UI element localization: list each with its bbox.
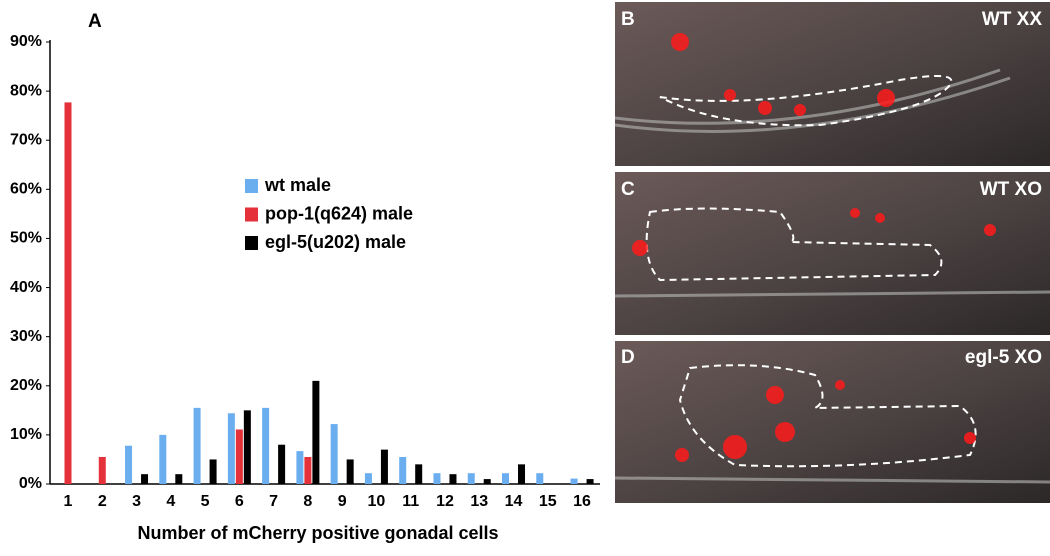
cuticle bbox=[614, 290, 1050, 484]
bar bbox=[433, 473, 441, 484]
legend-swatch bbox=[245, 236, 258, 250]
x-tick-label: 14 bbox=[505, 493, 523, 510]
panel-label: A bbox=[88, 11, 102, 32]
y-tick-label: 40% bbox=[10, 279, 42, 296]
bar bbox=[449, 474, 457, 484]
micrograph-b bbox=[615, 2, 1050, 166]
bar bbox=[330, 424, 338, 484]
micrograph-c bbox=[615, 172, 1050, 335]
bar bbox=[346, 459, 354, 484]
y-tick-label: 90% bbox=[10, 33, 42, 50]
bar bbox=[175, 474, 183, 484]
bar bbox=[278, 444, 286, 484]
x-tick-label: 16 bbox=[573, 493, 591, 510]
panel-label: C bbox=[621, 179, 635, 200]
bar bbox=[399, 456, 407, 484]
x-tick-label: 3 bbox=[132, 493, 141, 510]
legend-label: egl-5(u202) male bbox=[265, 232, 406, 252]
x-tick-label: 6 bbox=[235, 493, 244, 510]
legend-label: pop-1(q624) male bbox=[265, 203, 413, 223]
bar bbox=[141, 474, 149, 484]
bar bbox=[296, 451, 304, 484]
panel-caption: WT XO bbox=[980, 179, 1042, 200]
bar bbox=[364, 473, 372, 484]
legend-swatch bbox=[245, 207, 258, 222]
bar bbox=[380, 449, 388, 484]
bar bbox=[304, 456, 312, 484]
x-tick-label: 13 bbox=[470, 493, 488, 510]
bar bbox=[159, 434, 167, 484]
bar bbox=[227, 413, 235, 484]
y-tick-label: 10% bbox=[10, 426, 42, 443]
y-tick-label: 50% bbox=[10, 230, 42, 247]
bar bbox=[586, 479, 594, 484]
bar bbox=[483, 479, 491, 484]
panel-caption: WT XX bbox=[982, 9, 1042, 30]
bar bbox=[235, 429, 243, 484]
x-tick-label: 12 bbox=[436, 493, 454, 510]
y-tick-label: 30% bbox=[10, 328, 42, 345]
bar bbox=[243, 410, 251, 484]
bar bbox=[312, 380, 320, 484]
y-tick-label: 20% bbox=[10, 377, 42, 394]
x-tick-label: 7 bbox=[269, 493, 278, 510]
micrograph-d bbox=[615, 341, 1050, 503]
x-tick-label: 5 bbox=[201, 493, 210, 510]
panel-label: B bbox=[621, 9, 635, 30]
x-tick-label: 9 bbox=[338, 493, 347, 510]
fluorescent-cells bbox=[632, 33, 996, 462]
panel-label: D bbox=[621, 347, 635, 368]
bar bbox=[536, 473, 544, 484]
x-axis-label: Number of mCherry positive gonadal cells bbox=[137, 523, 498, 543]
panel-caption: egl-5 XO bbox=[965, 347, 1042, 368]
micrographs bbox=[614, 2, 1050, 503]
gonad-outline bbox=[645, 207, 943, 282]
y-tick-label: 70% bbox=[10, 131, 42, 148]
bar bbox=[209, 459, 217, 484]
bar bbox=[502, 473, 510, 484]
bar bbox=[125, 445, 133, 484]
bar bbox=[98, 456, 106, 484]
bar bbox=[467, 473, 475, 484]
x-tick-label: 11 bbox=[402, 493, 419, 510]
legend-swatch bbox=[245, 179, 258, 193]
x-tick-label: 15 bbox=[539, 493, 557, 510]
x-tick-label: 2 bbox=[98, 493, 107, 510]
legend-label: wt male bbox=[264, 175, 331, 195]
x-tick-label: 4 bbox=[166, 493, 175, 510]
bar bbox=[570, 478, 578, 484]
bar bbox=[415, 464, 423, 484]
x-tick-label: 10 bbox=[368, 493, 386, 510]
x-tick-label: 8 bbox=[303, 493, 312, 510]
y-tick-label: 60% bbox=[10, 181, 42, 198]
y-tick-label: 80% bbox=[10, 82, 42, 99]
bar bbox=[518, 464, 526, 484]
x-tick-label: 1 bbox=[64, 493, 73, 510]
bar bbox=[193, 407, 201, 484]
bar bbox=[262, 407, 270, 484]
y-tick-label: 0% bbox=[19, 475, 42, 492]
bar bbox=[64, 102, 72, 484]
